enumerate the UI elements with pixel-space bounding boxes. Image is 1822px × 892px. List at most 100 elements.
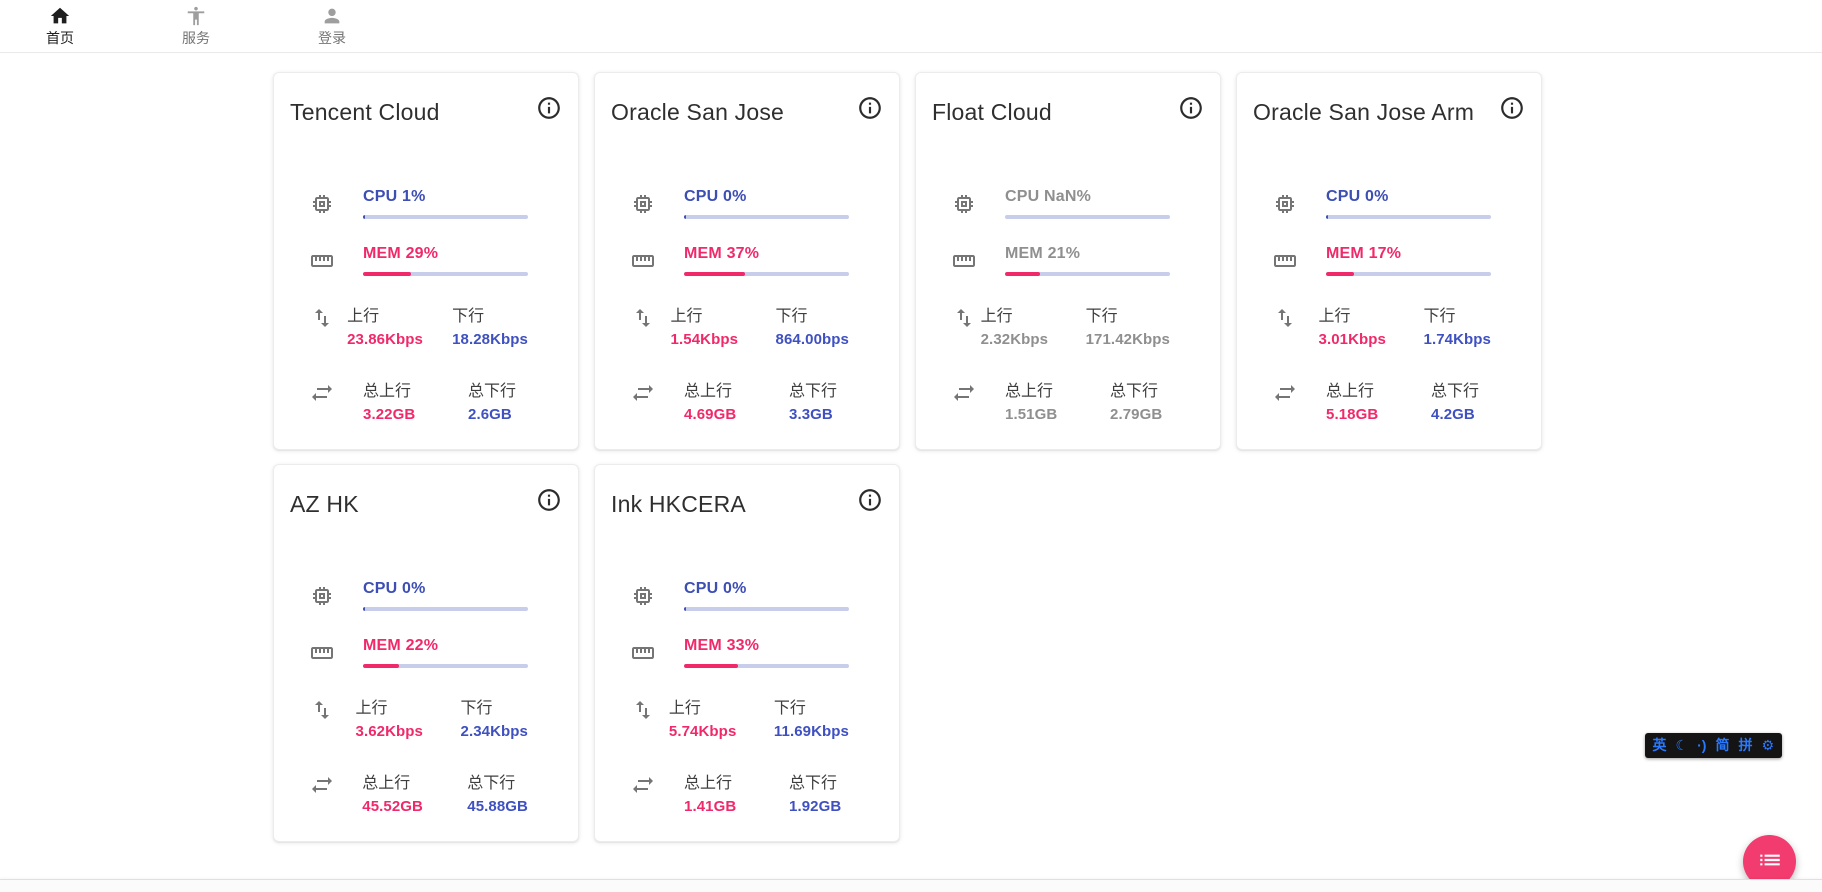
mem-stat-row: MEM 37% [611, 245, 883, 276]
total-download-label: 总下行 [789, 383, 838, 400]
mem-progress-bar [1326, 272, 1491, 276]
info-icon[interactable] [857, 487, 883, 513]
cpu-usage-label: CPU NaN% [1005, 188, 1092, 205]
server-card: AZ HK CPU 0% [273, 464, 579, 842]
nav-item-home[interactable]: 首页 [38, 5, 82, 48]
mem-usage-label: MEM 33% [684, 637, 760, 654]
upload-speed-value: 23.86Kbps [347, 331, 423, 348]
total-upload-label: 总上行 [684, 383, 733, 400]
card-header: Float Cloud [932, 97, 1204, 126]
upload-speed-value: 3.62Kbps [355, 723, 423, 740]
info-icon[interactable] [536, 95, 562, 121]
server-stats: CPU 0% MEM 33% [611, 580, 883, 815]
mem-usage-label: MEM 17% [1326, 245, 1402, 262]
total-download-label: 总下行 [467, 775, 516, 792]
info-icon[interactable] [1178, 95, 1204, 121]
download-speed-value: 171.42Kbps [1085, 331, 1170, 348]
mem-stat-row: MEM 21% [932, 245, 1204, 276]
cpu-progress-bar [363, 607, 528, 611]
total-traffic-row: 总上行 1.51GB 总下行 2.79GB [932, 377, 1204, 423]
upload-label: 上行 [347, 308, 380, 325]
info-icon[interactable] [857, 95, 883, 121]
total-upload-value: 1.51GB [1005, 406, 1058, 423]
mem-progress-bar [363, 664, 528, 668]
cpu-usage-label: CPU 0% [684, 188, 747, 205]
cpu-progress-fill [684, 607, 687, 611]
total-upload-label: 总上行 [363, 383, 412, 400]
mem-stat-row: MEM 22% [290, 637, 562, 668]
total-traffic-row: 总上行 1.41GB 总下行 1.92GB [611, 769, 883, 815]
total-traffic-row: 总上行 3.22GB 总下行 2.6GB [290, 377, 562, 423]
download-label: 下行 [1423, 308, 1456, 325]
mem-usage-label: MEM 37% [684, 245, 760, 262]
footer-divider [0, 879, 1822, 892]
total-upload-label: 总上行 [362, 775, 411, 792]
card-header: Oracle San Jose Arm [1253, 97, 1525, 126]
total-download-label: 总下行 [1110, 383, 1159, 400]
download-label: 下行 [1085, 308, 1118, 325]
download-label: 下行 [460, 700, 493, 717]
upload-label: 上行 [668, 700, 701, 717]
total-traffic-row: 总上行 45.52GB 总下行 45.88GB [290, 769, 562, 815]
download-label: 下行 [452, 308, 485, 325]
server-stats: CPU NaN% MEM 21% [932, 188, 1204, 423]
upload-download-arrows-icon [611, 694, 669, 740]
info-icon[interactable] [536, 487, 562, 513]
mem-stat-row: MEM 33% [611, 637, 883, 668]
swap-horizontal-arrows-icon [290, 377, 363, 423]
card-header: Tencent Cloud [290, 97, 562, 126]
cpu-progress-fill [684, 215, 687, 219]
ruler-icon [290, 637, 363, 668]
home-icon [49, 5, 71, 27]
total-download-label: 总下行 [1431, 383, 1480, 400]
cpu-chip-icon [1253, 188, 1326, 219]
upload-download-arrows-icon [1253, 302, 1319, 348]
cpu-progress-bar [363, 215, 528, 219]
download-speed-value: 2.34Kbps [460, 723, 528, 740]
total-upload-value: 5.18GB [1326, 406, 1379, 423]
card-header: Ink HKCERA [611, 489, 883, 518]
ime-moon-icon[interactable]: ☾ [1675, 737, 1689, 753]
ime-settings-gear-icon[interactable]: ⚙ [1761, 737, 1774, 753]
upload-speed-value: 2.32Kbps [980, 331, 1049, 348]
nav-item-login[interactable]: 登录 [310, 5, 354, 48]
cpu-stat-row: CPU 1% [290, 188, 562, 219]
mem-progress-fill [1326, 272, 1355, 276]
ime-pinyin-toggle[interactable]: 拼 [1738, 737, 1753, 753]
swap-horizontal-arrows-icon [290, 769, 362, 815]
server-name: Ink HKCERA [611, 491, 746, 517]
ime-language-toggle[interactable]: 英 [1652, 737, 1667, 753]
cpu-progress-bar [1326, 215, 1491, 219]
upload-label: 上行 [355, 700, 388, 717]
mem-usage-label: MEM 22% [363, 637, 439, 654]
total-download-value: 3.3GB [789, 406, 833, 423]
server-name: Oracle San Jose [611, 99, 785, 125]
ime-punctuation-toggle[interactable]: ·) [1697, 737, 1707, 753]
info-icon[interactable] [1499, 95, 1525, 121]
server-card: Ink HKCERA CPU 0% [594, 464, 900, 842]
server-stats: CPU 0% MEM 37% [611, 188, 883, 423]
cpu-chip-icon [290, 580, 363, 611]
server-card: Oracle San Jose Arm CPU 0% [1236, 72, 1542, 450]
upload-label: 上行 [980, 308, 1013, 325]
cpu-progress-bar [1005, 215, 1170, 219]
ime-simplified-toggle[interactable]: 简 [1715, 737, 1730, 753]
mem-stat-row: MEM 29% [290, 245, 562, 276]
swap-horizontal-arrows-icon [1253, 377, 1326, 423]
mem-progress-bar [684, 664, 849, 668]
server-card: Oracle San Jose CPU 0% [594, 72, 900, 450]
upload-speed-value: 3.01Kbps [1318, 331, 1386, 348]
mem-progress-bar [1005, 272, 1170, 276]
nav-services-label: 服务 [182, 29, 210, 46]
nav-item-services[interactable]: 服务 [174, 5, 218, 48]
nav-home-label: 首页 [46, 29, 74, 46]
total-upload-label: 总上行 [1326, 383, 1375, 400]
cpu-chip-icon [932, 188, 1005, 219]
server-name: Oracle San Jose Arm [1253, 99, 1475, 125]
total-traffic-row: 总上行 4.69GB 总下行 3.3GB [611, 377, 883, 423]
upload-download-arrows-icon [611, 302, 671, 348]
ruler-icon [611, 245, 684, 276]
cpu-progress-bar [684, 607, 849, 611]
cpu-chip-icon [611, 580, 684, 611]
total-download-value: 2.6GB [468, 406, 512, 423]
